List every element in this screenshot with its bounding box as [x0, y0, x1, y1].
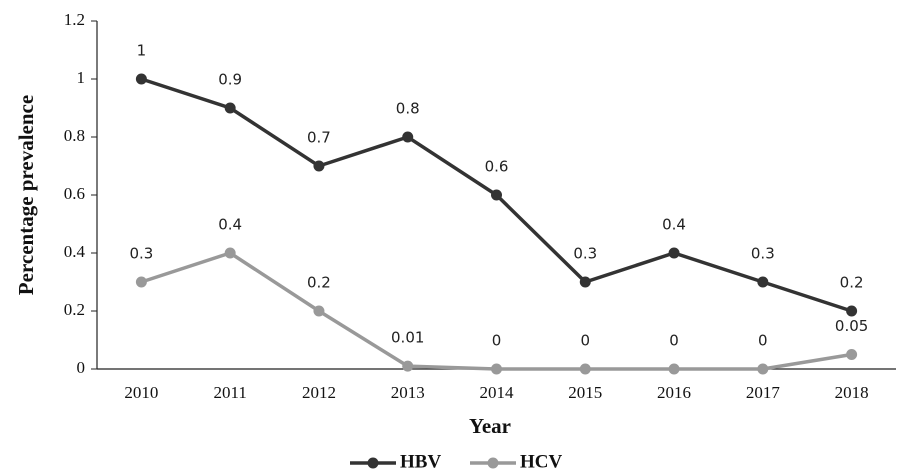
y-axis-title: Percentage prevalence: [14, 95, 38, 295]
x-tick-label: 2016: [657, 383, 691, 402]
data-point: [491, 363, 502, 375]
data-point: [224, 247, 236, 259]
data-label: 0.2: [307, 274, 331, 292]
data-label: 0.3: [129, 245, 153, 263]
x-tick-label: 2014: [480, 383, 515, 402]
data-label: 0.3: [573, 245, 597, 263]
data-label: 0: [758, 332, 768, 350]
y-tick-label: 1.2: [64, 10, 85, 29]
data-label: 0: [669, 332, 679, 350]
data-point: [491, 189, 502, 201]
data-point: [313, 160, 325, 172]
data-label: 1: [137, 42, 147, 60]
data-point: [135, 73, 147, 85]
data-point: [757, 363, 769, 375]
y-tick-label: 0: [77, 358, 86, 377]
x-axis-title: Year: [469, 414, 511, 438]
y-tick-label: 0.4: [64, 242, 86, 261]
data-point: [224, 102, 236, 114]
x-tick-label: 2011: [213, 383, 246, 402]
data-label: 0.3: [751, 245, 775, 263]
data-point: [846, 305, 858, 317]
data-label: 0.4: [662, 216, 686, 234]
x-tick-label: 2013: [391, 383, 425, 402]
data-point: [135, 276, 147, 288]
x-tick-label: 2018: [835, 383, 869, 402]
x-tick-label: 2010: [124, 383, 158, 402]
data-point: [846, 349, 858, 360]
x-tick-label: 2017: [746, 383, 781, 402]
data-point: [402, 131, 414, 143]
data-label: 0.9: [218, 71, 242, 89]
legend-marker: [367, 457, 379, 469]
y-tick-label: 0.6: [64, 184, 85, 203]
y-tick-label: 1: [77, 68, 86, 87]
data-label: 0.4: [218, 216, 242, 234]
data-point: [668, 363, 680, 375]
data-label: 0: [581, 332, 591, 350]
data-point: [402, 360, 414, 372]
legend-label: HBV: [400, 451, 441, 472]
x-tick-label: 2012: [302, 383, 336, 402]
data-point: [668, 247, 680, 259]
data-point: [757, 276, 769, 288]
series-line: [140, 251, 852, 371]
data-point: [579, 363, 591, 375]
legend-marker: [487, 457, 499, 469]
y-tick-label: 0.8: [64, 126, 85, 145]
y-tick-label: 0.2: [64, 300, 85, 319]
data-label: 0: [492, 332, 502, 350]
data-label: 0.2: [840, 274, 864, 292]
x-tick-label: 2015: [568, 383, 602, 402]
data-point: [579, 276, 591, 288]
legend-label: HCV: [520, 451, 563, 472]
data-label: 0.05: [835, 317, 868, 335]
data-label: 0.8: [396, 100, 420, 118]
data-point: [313, 305, 325, 317]
data-label: 0.6: [485, 158, 509, 176]
data-label: 0.01: [391, 329, 424, 347]
data-label: 0.7: [307, 129, 331, 147]
